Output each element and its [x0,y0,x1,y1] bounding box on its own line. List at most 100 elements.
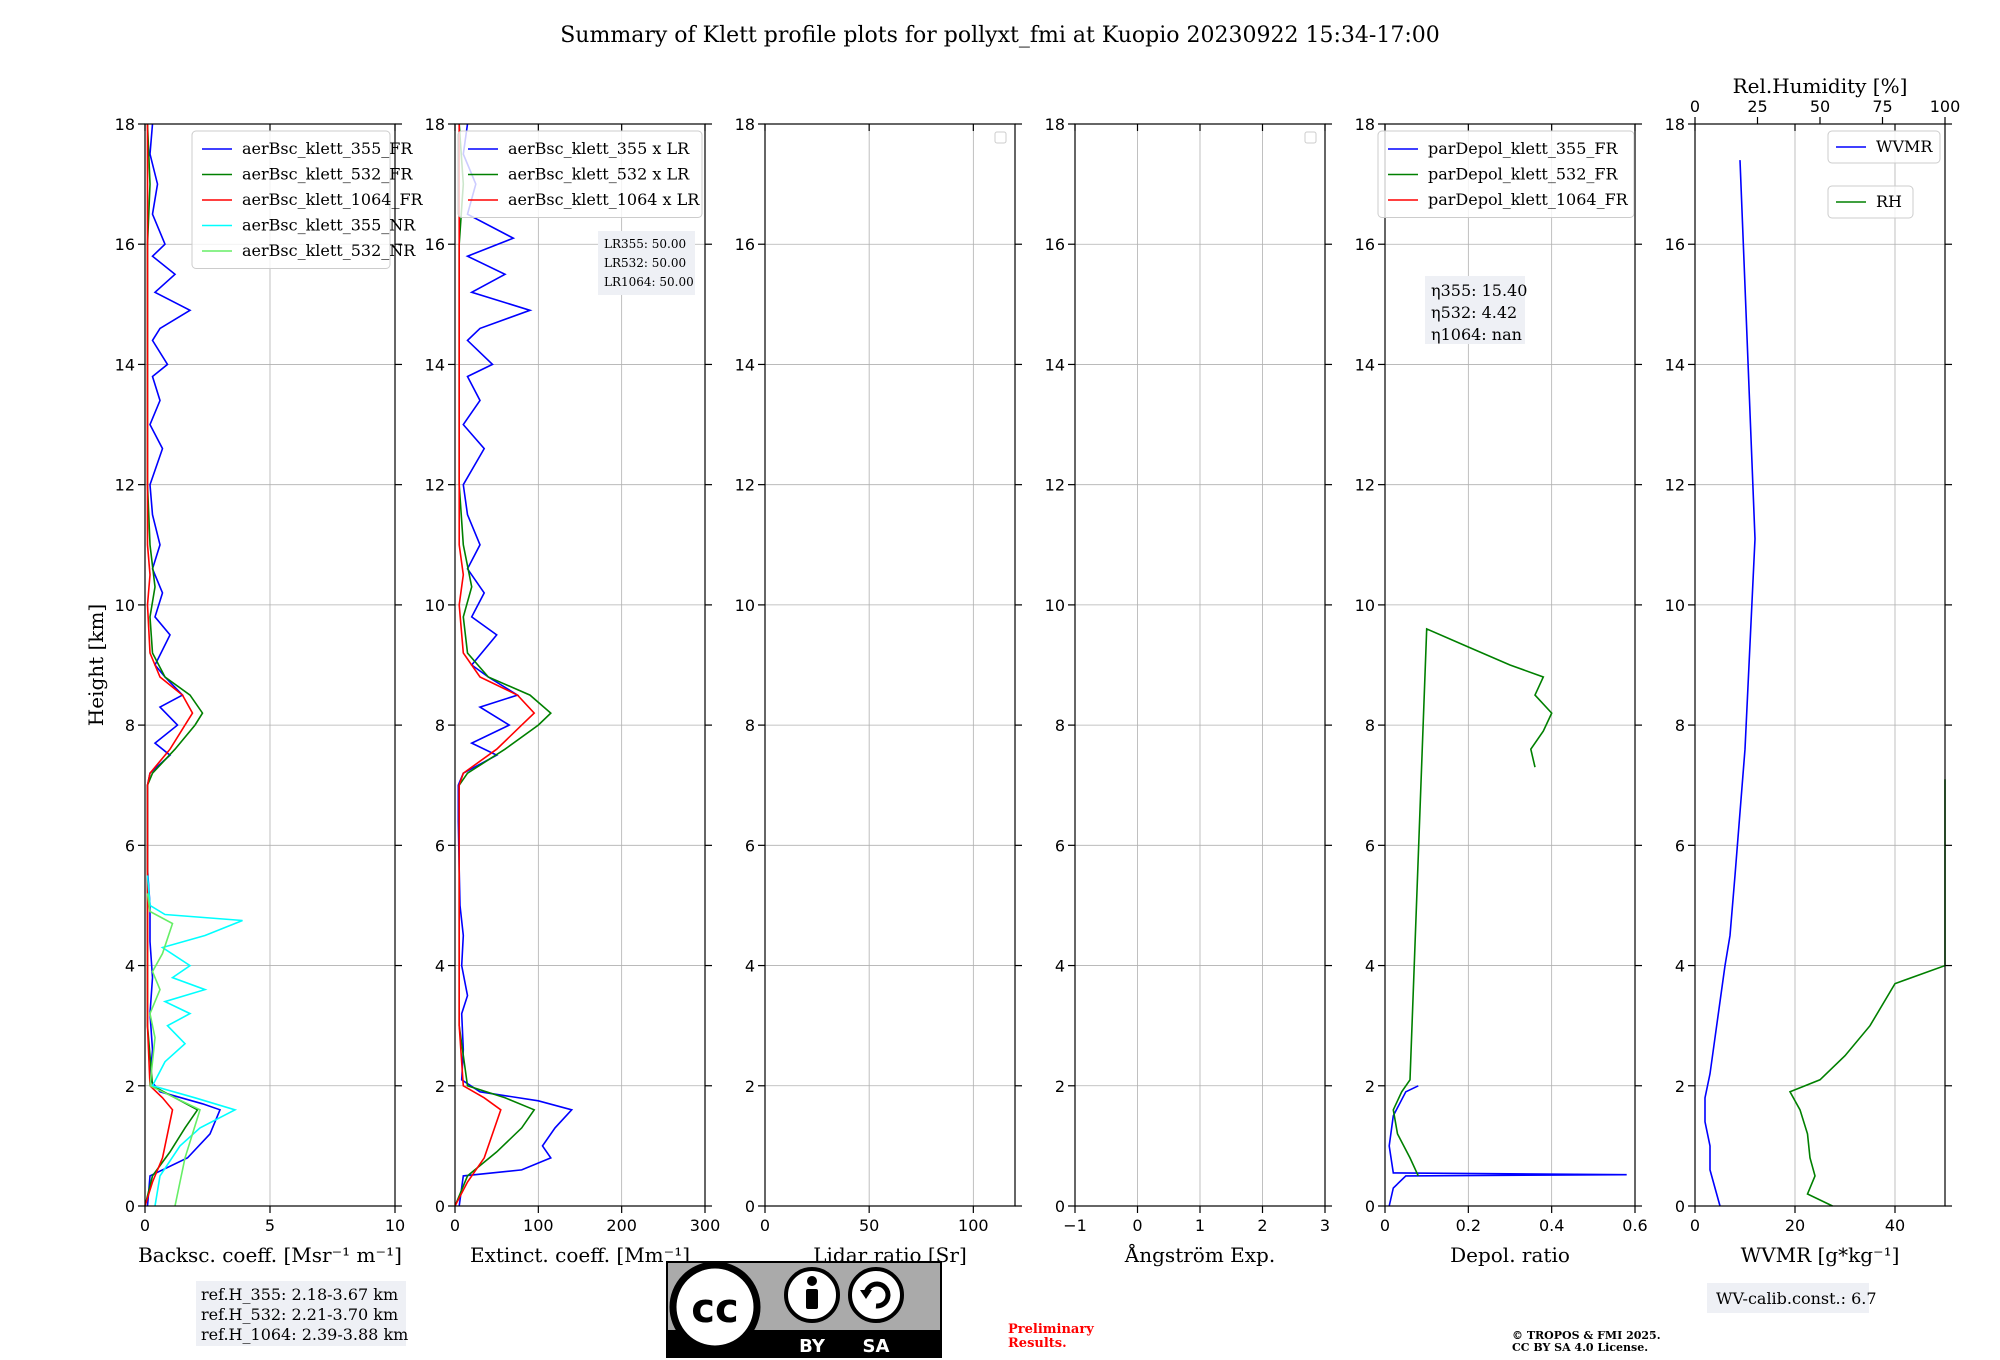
x-axis-label: Extinct. coeff. [Mm⁻¹] [470,1243,690,1267]
eta-box-bg [1425,276,1525,344]
sa-icon [848,1267,904,1323]
x-tick-label-1: 0.2 [1456,1216,1481,1235]
x-tick-label-0: 0 [140,1216,150,1235]
y-tick-label-6: 12 [115,476,135,495]
y-tick-label-1: 2 [125,1077,135,1096]
legend-entry-2: parDepol_klett_1064_FR [1428,190,1629,209]
y-tick-label-3: 6 [745,836,755,855]
ref-line-1: ref.H_532: 2.21-3.70 km [201,1305,398,1324]
y-tick-label-8: 16 [1045,235,1065,254]
legend-box [1377,130,1635,218]
y-tick-label-3: 6 [1055,836,1065,855]
y-tick-label-0: 0 [1055,1197,1065,1216]
y-tick-label-7: 14 [1665,355,1685,374]
y-tick-label-7: 14 [1045,355,1065,374]
legend-entry-0: aerBsc_klett_355 x LR [508,139,690,158]
series-parDepol_klett_532_FR [1392,627,1553,1177]
legend-box [457,130,703,218]
y-tick-label-9: 18 [1665,115,1685,134]
series-RH [1788,779,1946,1207]
eta-box: η355: 15.40 η532: 4.42 η1064: nan [1425,276,1527,344]
copyright-line-1: CC BY SA 4.0 License. [1512,1341,1648,1354]
x-tick-label-3: 2 [1257,1216,1267,1235]
lr-box-bg [598,231,695,295]
x-tick-label-3: 0.6 [1622,1216,1647,1235]
legend-entry-1: aerBsc_klett_532_FR [242,165,413,184]
figure-title: Summary of Klett profile plots for polly… [560,23,1440,48]
x2-tick-label-1: 25 [1747,97,1767,116]
legend-entry-1: aerBsc_klett_532 x LR [508,165,690,184]
y-tick-label-0: 0 [1365,1197,1375,1216]
y-tick-label-8: 16 [425,235,445,254]
x-tick-label-2: 0.4 [1539,1216,1564,1235]
empty-legend [994,131,1007,144]
legend-entry-4: aerBsc_klett_532_NR [242,241,416,260]
x-tick-label-4: 3 [1320,1216,1330,1235]
y-tick-label-8: 16 [115,235,135,254]
x-axis-label: Backsc. coeff. [Msr⁻¹ m⁻¹] [138,1243,402,1267]
series-parDepol_klett_355_FR [1388,1085,1627,1207]
x-axis-label: Ångström Exp. [1124,1242,1275,1267]
preliminary-line-0: Preliminary [1008,1322,1094,1337]
legend-wvmr: WVMR [1827,130,1941,164]
y-tick-label-7: 14 [425,355,445,374]
y-tick-label-6: 12 [1665,476,1685,495]
x-axis-label: Depol. ratio [1450,1243,1570,1267]
series-aerBsc_klett_1064 x LR [454,124,536,1207]
y-tick-label-6: 12 [1355,476,1375,495]
series-aerBsc_klett_532 x LR [454,123,552,1207]
legend-backscatter: aerBsc_klett_355_FR aerBsc_klett_532_FRae… [191,130,424,269]
y-tick-label-5: 10 [1665,596,1685,615]
y-tick-label-9: 18 [1355,115,1375,134]
y-tick-label-9: 18 [425,115,445,134]
legend-entry-2: aerBsc_klett_1064 x LR [508,190,700,209]
series-WVMR [1704,160,1756,1207]
y-tick-label-7: 14 [115,355,135,374]
x-tick-label-1: 0 [1132,1216,1142,1235]
cc-icon [669,1261,761,1353]
x-tick-label-3: 300 [690,1216,721,1235]
y-tick-label-9: 18 [115,115,135,134]
lr-line-0: LR355: 50.00 [604,237,686,251]
x2-tick-label-4: 100 [1930,97,1961,116]
y-tick-label-6: 12 [425,476,445,495]
y-tick-label-7: 14 [735,355,755,374]
x-tick-label-1: 50 [859,1216,879,1235]
y-tick-label-1: 2 [1055,1077,1065,1096]
y-tick-label-4: 8 [435,716,445,735]
x-tick-label-0: 0 [1690,1216,1700,1235]
legend-box [191,130,391,269]
y-tick-label-4: 8 [125,716,135,735]
y-tick-label-5: 10 [1045,596,1065,615]
by-icon-head [807,1276,817,1286]
axes-frame [764,123,1016,1207]
y-tick-label-3: 6 [435,836,445,855]
x-tick-label-1: 5 [265,1216,275,1235]
y-tick-label-9: 18 [1045,115,1065,134]
x2-tick-label-2: 50 [1810,97,1830,116]
y-tick-label-1: 2 [435,1077,445,1096]
x-tick-label-2: 1 [1195,1216,1205,1235]
y-tick-label-2: 4 [1055,957,1065,976]
legend-entry-0: parDepol_klett_355_FR [1428,139,1619,158]
y-tick-label-8: 16 [1355,235,1375,254]
y-tick-label-2: 4 [1365,957,1375,976]
sa-icon-arrowhead [860,1290,872,1299]
x2-tick-label-0: 0 [1690,97,1700,116]
x-tick-label-1: 20 [1785,1216,1805,1235]
y-tick-label-4: 8 [1365,716,1375,735]
y-tick-label-1: 2 [1675,1077,1685,1096]
legend-entry-2: aerBsc_klett_1064_FR [242,190,424,209]
legend-entry-3: aerBsc_klett_355_NR [242,216,416,235]
y-tick-label-5: 10 [425,596,445,615]
y-tick-label-4: 8 [745,716,755,735]
x-tick-label-0: 0 [450,1216,460,1235]
ref-line-0: ref.H_355: 2.18-3.67 km [201,1285,398,1304]
wv-calib-text: WV-calib.const.: 6.7 [1716,1289,1877,1308]
eta-line-2: η1064: nan [1431,325,1522,344]
legend-entry-rh: RH [1876,192,1902,211]
